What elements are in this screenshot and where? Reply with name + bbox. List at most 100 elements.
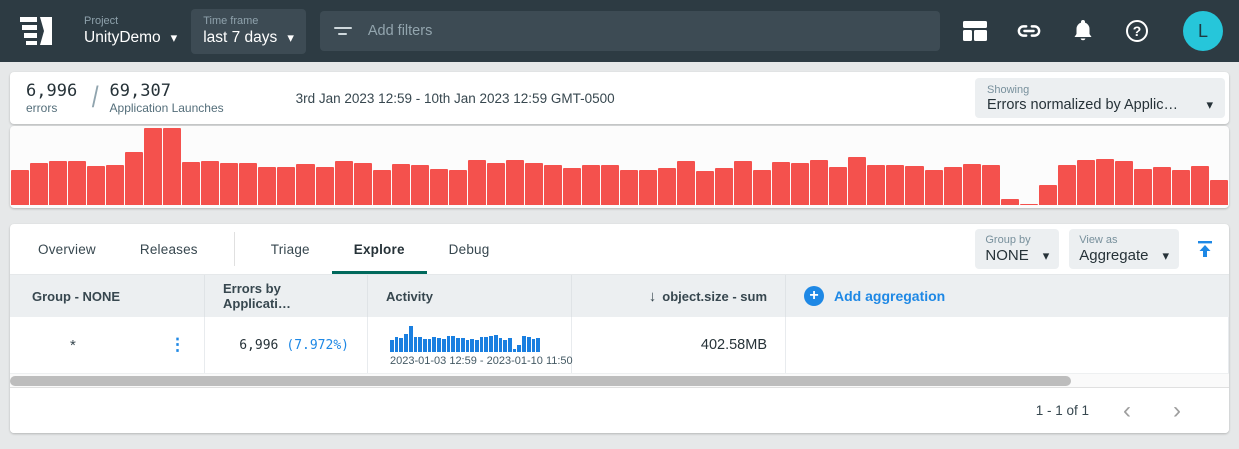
sparkline-bar[interactable] [474, 340, 479, 352]
column-header-errors[interactable]: Errors by Applicati… [205, 275, 368, 317]
histogram-bar[interactable] [810, 160, 829, 205]
sparkline-bar[interactable] [479, 336, 484, 352]
sparkline-bar[interactable] [432, 337, 437, 352]
histogram-bar[interactable] [981, 164, 1000, 205]
sparkline-bar[interactable] [413, 336, 418, 352]
histogram-bar[interactable] [467, 160, 486, 205]
tab-overview[interactable]: Overview [38, 241, 96, 257]
histogram-bar[interactable] [829, 166, 848, 205]
tab-explore[interactable]: Explore [331, 224, 427, 274]
histogram-bar[interactable] [1114, 161, 1133, 205]
histogram-bar[interactable] [144, 128, 163, 205]
histogram-bar[interactable] [296, 164, 315, 205]
histogram-bar[interactable] [1095, 158, 1114, 205]
histogram-bar[interactable] [886, 164, 905, 205]
histogram-bar[interactable] [962, 164, 981, 205]
histogram-bar[interactable] [620, 169, 639, 205]
histogram-bar[interactable] [543, 164, 562, 205]
sparkline-bar[interactable] [493, 335, 498, 352]
histogram-bar[interactable] [943, 167, 962, 205]
add-filters-input[interactable]: Add filters [319, 11, 940, 51]
help-icon[interactable]: ? [1125, 19, 1149, 43]
histogram-bar[interactable] [11, 170, 30, 205]
histogram-bar[interactable] [562, 168, 581, 205]
tab-releases[interactable]: Releases [139, 241, 198, 257]
histogram-bar[interactable] [1038, 184, 1057, 205]
sparkline-bar[interactable] [427, 338, 432, 352]
column-header-object-size[interactable]: ↓ object.size - sum [572, 275, 786, 317]
histogram-bar[interactable] [696, 171, 715, 205]
view-as-selector[interactable]: View as Aggregate ▾ [1069, 229, 1179, 269]
sparkline-bar[interactable] [507, 337, 512, 352]
histogram-bar[interactable] [163, 128, 182, 205]
histogram-bar[interactable] [581, 164, 600, 205]
chevron-right-icon[interactable]: › [1173, 396, 1181, 424]
backtrace-logo-icon[interactable] [18, 14, 54, 48]
sparkline-bar[interactable] [446, 336, 451, 352]
sparkline-bar[interactable] [470, 339, 474, 352]
sparkline-bar[interactable] [418, 337, 423, 352]
add-aggregation-button[interactable]: + Add aggregation [804, 286, 945, 306]
sparkline-bar[interactable] [489, 336, 493, 352]
timeframe-selector[interactable]: Time frame last 7 days ▾ [191, 8, 306, 54]
histogram-bar[interactable] [1190, 165, 1209, 205]
tab-debug[interactable]: Debug [448, 241, 490, 257]
histogram-bar[interactable] [639, 169, 658, 205]
histogram-bar[interactable] [448, 170, 467, 205]
chevron-left-icon[interactable]: ‹ [1123, 396, 1131, 424]
sparkline-bar[interactable] [390, 339, 394, 352]
histogram-bar[interactable] [353, 162, 372, 205]
histogram-bar[interactable] [201, 161, 220, 205]
histogram-bar[interactable] [848, 157, 867, 205]
project-selector[interactable]: Project UnityDemo ▾ [84, 15, 177, 48]
histogram-bar[interactable] [486, 163, 505, 205]
sparkline-bar[interactable] [460, 337, 465, 352]
sparkline-bar[interactable] [437, 337, 441, 352]
sparkline-bar[interactable] [531, 338, 536, 352]
histogram-bar[interactable] [410, 164, 429, 205]
histogram-bar[interactable] [277, 167, 296, 205]
histogram-bar[interactable] [753, 169, 772, 205]
sparkline-bar[interactable] [441, 339, 446, 352]
sparkline-bar[interactable] [465, 339, 470, 352]
histogram-bar[interactable] [1209, 179, 1228, 205]
histogram-bar[interactable] [372, 170, 391, 205]
sparkline-bar[interactable] [394, 336, 399, 352]
column-header-activity[interactable]: Activity [368, 275, 572, 317]
sparkline-bar[interactable] [522, 336, 526, 352]
histogram-bar[interactable] [715, 168, 734, 205]
sparkline-bar[interactable] [404, 333, 408, 352]
histogram-bar[interactable] [524, 163, 543, 205]
histogram-bar[interactable] [600, 164, 619, 205]
histogram-bar[interactable] [1171, 169, 1190, 205]
row-menu-kebab-icon[interactable]: ⋮ [169, 335, 186, 354]
histogram-bar[interactable] [315, 167, 334, 205]
histogram-bar[interactable] [30, 162, 49, 205]
histogram-bar[interactable] [220, 163, 239, 205]
tab-triage[interactable]: Triage [270, 241, 310, 257]
sparkline-bar[interactable] [498, 337, 503, 352]
sparkline-bar[interactable] [536, 338, 540, 352]
dashboard-icon[interactable] [963, 19, 987, 43]
histogram-bar[interactable] [391, 164, 410, 205]
histogram-bar[interactable] [1076, 160, 1095, 205]
histogram-bar[interactable] [1019, 204, 1038, 205]
sparkline-bar[interactable] [512, 349, 517, 352]
histogram-bar[interactable] [658, 168, 677, 205]
sparkline-bar[interactable] [517, 344, 522, 352]
histogram-bar[interactable] [239, 163, 258, 205]
histogram-bar[interactable] [1152, 167, 1171, 205]
sparkline-bar[interactable] [423, 338, 427, 352]
scroll-to-top-icon[interactable] [1193, 237, 1217, 261]
sparkline-bar[interactable] [408, 325, 413, 352]
histogram-bar[interactable] [924, 170, 943, 205]
histogram-bar[interactable] [258, 166, 277, 205]
user-avatar[interactable]: L [1183, 11, 1223, 51]
histogram-bar[interactable] [334, 161, 353, 205]
histogram-bar[interactable] [734, 161, 753, 205]
histogram-bar[interactable] [429, 168, 448, 205]
sparkline-bar[interactable] [399, 338, 404, 352]
histogram-bar[interactable] [68, 161, 87, 205]
table-row[interactable]: * ⋮ 6,996 (7.972%) 2023-01-03 12:59 - 20… [10, 317, 1229, 373]
histogram-bar[interactable] [867, 164, 886, 205]
